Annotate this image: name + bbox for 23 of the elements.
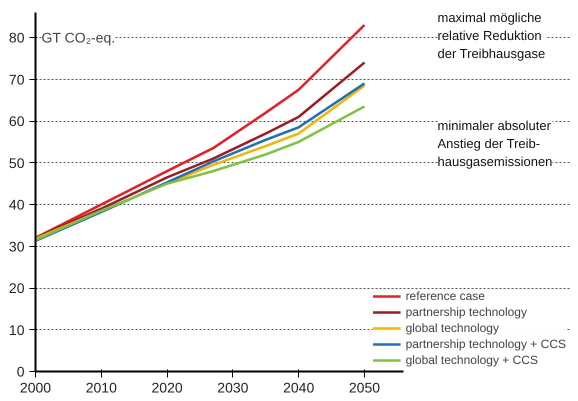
x-tick-label: 2020: [152, 380, 183, 396]
y-tick-label: 60: [8, 113, 25, 130]
x-tick-label: 2040: [283, 380, 314, 396]
y-tick-label: 80: [8, 30, 25, 46]
text: maximal mögliche relative Reduktion der Treibhausgase: [438, 10, 546, 61]
legend-label: partnership technology: [406, 305, 527, 319]
y-tick-label: 0: [16, 364, 25, 380]
x-tick-label: 2050: [348, 380, 380, 396]
x-tick-label: 2010: [86, 380, 118, 396]
legend-label: reference case: [406, 289, 485, 303]
y-tick-label: 70: [8, 71, 25, 88]
legend-label: global technology: [406, 321, 499, 335]
y-tick-label: 30: [8, 238, 25, 254]
text: minimaler absoluter Anstieg der Treib- hausgasemissionen: [438, 118, 552, 169]
y-axis-title: GT CO₂-eq.: [42, 30, 116, 46]
y-tick-label: 50: [8, 154, 25, 171]
y-tick-label: 10: [8, 322, 25, 338]
y-tick-label: 20: [8, 280, 25, 296]
x-tick-label: 2030: [217, 380, 249, 396]
legend-label: global technology + CCS: [406, 353, 538, 367]
legend-label: partnership technology + CCS: [406, 337, 566, 351]
x-tick-label: 2000: [20, 380, 52, 396]
y-tick-label: 40: [8, 196, 25, 213]
